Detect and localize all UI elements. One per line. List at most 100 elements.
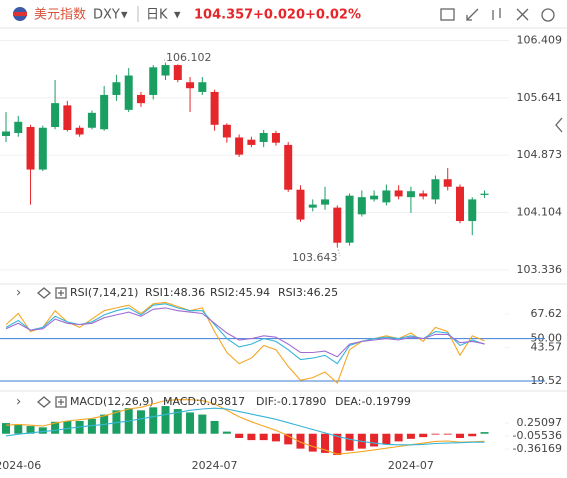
tool-icon[interactable] [440,8,455,21]
candle-body [394,190,403,197]
candle-body [87,112,96,128]
candle-body [75,127,84,135]
y-tick-label: 0.25097 [517,416,563,429]
y-tick-label: 104.873 [517,148,563,161]
histogram-bar [247,433,256,441]
y-tick-label: -0.05536 [513,429,562,442]
candle-body [136,94,145,104]
histogram-bar [345,433,354,451]
histogram-bar [394,433,403,442]
candle-body [357,197,366,215]
y-tick-label: -0.36169 [513,442,562,455]
candle-body [247,139,256,145]
settings-icon[interactable] [36,396,52,408]
expand-icon[interactable] [55,396,67,408]
histogram-bar [87,418,96,434]
histogram-bar [149,407,158,434]
histogram-bar [443,433,452,435]
toolbar[interactable] [440,8,555,22]
candle-body [345,195,354,243]
y-tick-label: 104.104 [517,206,563,219]
candle-body [235,137,244,155]
y-tick-label: 19.52 [531,374,563,387]
histogram-bar [406,433,415,439]
histogram-bar [382,433,391,445]
collapse-button[interactable] [555,117,563,133]
histogram-bar [235,433,244,438]
x-tick-label: 2024-06 [0,459,41,472]
series-line [5,407,485,446]
candle-body [455,186,464,222]
flag-stripe [13,12,27,16]
candle-body [100,94,109,130]
y-tick-label: 43.57 [531,341,563,354]
panel-arrow[interactable]: › [16,395,21,410]
histogram-bar [51,421,60,434]
expand-icon [58,399,64,405]
tool-icon[interactable] [541,8,555,22]
high-annotation: 106.102 [166,51,212,64]
candle-body [2,131,10,136]
tool-icon[interactable] [466,8,479,21]
candle-body [419,193,428,197]
histogram-bar [38,427,47,434]
expand-icon[interactable] [55,287,67,299]
candle-body [198,82,207,92]
candle-body [26,127,35,170]
symbol: DXY [93,8,120,23]
legend-entry: RSI1:48.36 [145,286,205,299]
low-annotation: 103.643 [292,251,338,264]
candle-body [333,207,342,243]
histogram-bar [186,412,195,434]
candle-body [124,75,133,110]
candle-body [14,121,23,133]
annotation-leader [163,57,166,64]
histogram-bar [455,433,464,438]
histogram-bar [14,424,23,434]
header: 美元指数 DXY ▾ 日K ▾ 104.357 +0.020 +0.02% [13,6,555,23]
histogram-bar [136,410,145,434]
expand-icon [58,290,64,296]
candle-body [63,105,72,130]
histogram-bar [370,433,379,447]
histogram-bar [284,433,293,445]
candle-body [370,195,379,200]
panel-arrow[interactable]: › [16,286,21,301]
series-line [5,303,485,365]
change-pct: +0.02% [305,8,361,23]
series-line [5,399,485,455]
y-tick-label: 50.00 [531,332,563,345]
histogram-bar [308,433,317,452]
histogram-bar [419,433,428,438]
y-tick-label: 105.641 [517,91,563,104]
period[interactable]: 日K [146,8,168,23]
tool-icon[interactable] [516,8,529,21]
candle-body [112,82,121,95]
series-line [5,307,485,358]
candle-body [406,191,415,198]
change: +0.020 [253,8,305,23]
macd-title: MACD(12,26,9) [70,395,154,408]
histogram-bar [112,410,121,434]
candle-body [468,199,477,222]
histogram-bar [259,433,268,441]
histogram-bar [161,406,170,434]
candle-body [382,190,391,203]
histogram-bar [26,426,35,434]
histogram-bar [333,433,342,456]
histogram-bar [468,433,477,437]
candle-body [259,132,268,142]
settings-icon[interactable] [36,287,52,299]
candle-body [38,127,47,170]
histogram-bar [480,432,489,434]
x-tick-label: 2024-07 [388,459,434,472]
candle-body [51,103,60,128]
rsi-title: RSI(7,14,21) [70,286,138,299]
x-tick-label: 2024-07 [192,459,238,472]
candle-body [284,144,293,190]
histogram-bar [63,420,72,434]
legend-entry: RSI2:45.94 [210,286,270,299]
candle-body [222,124,231,138]
candle-body [431,179,440,200]
tool-icon[interactable] [492,8,501,20]
